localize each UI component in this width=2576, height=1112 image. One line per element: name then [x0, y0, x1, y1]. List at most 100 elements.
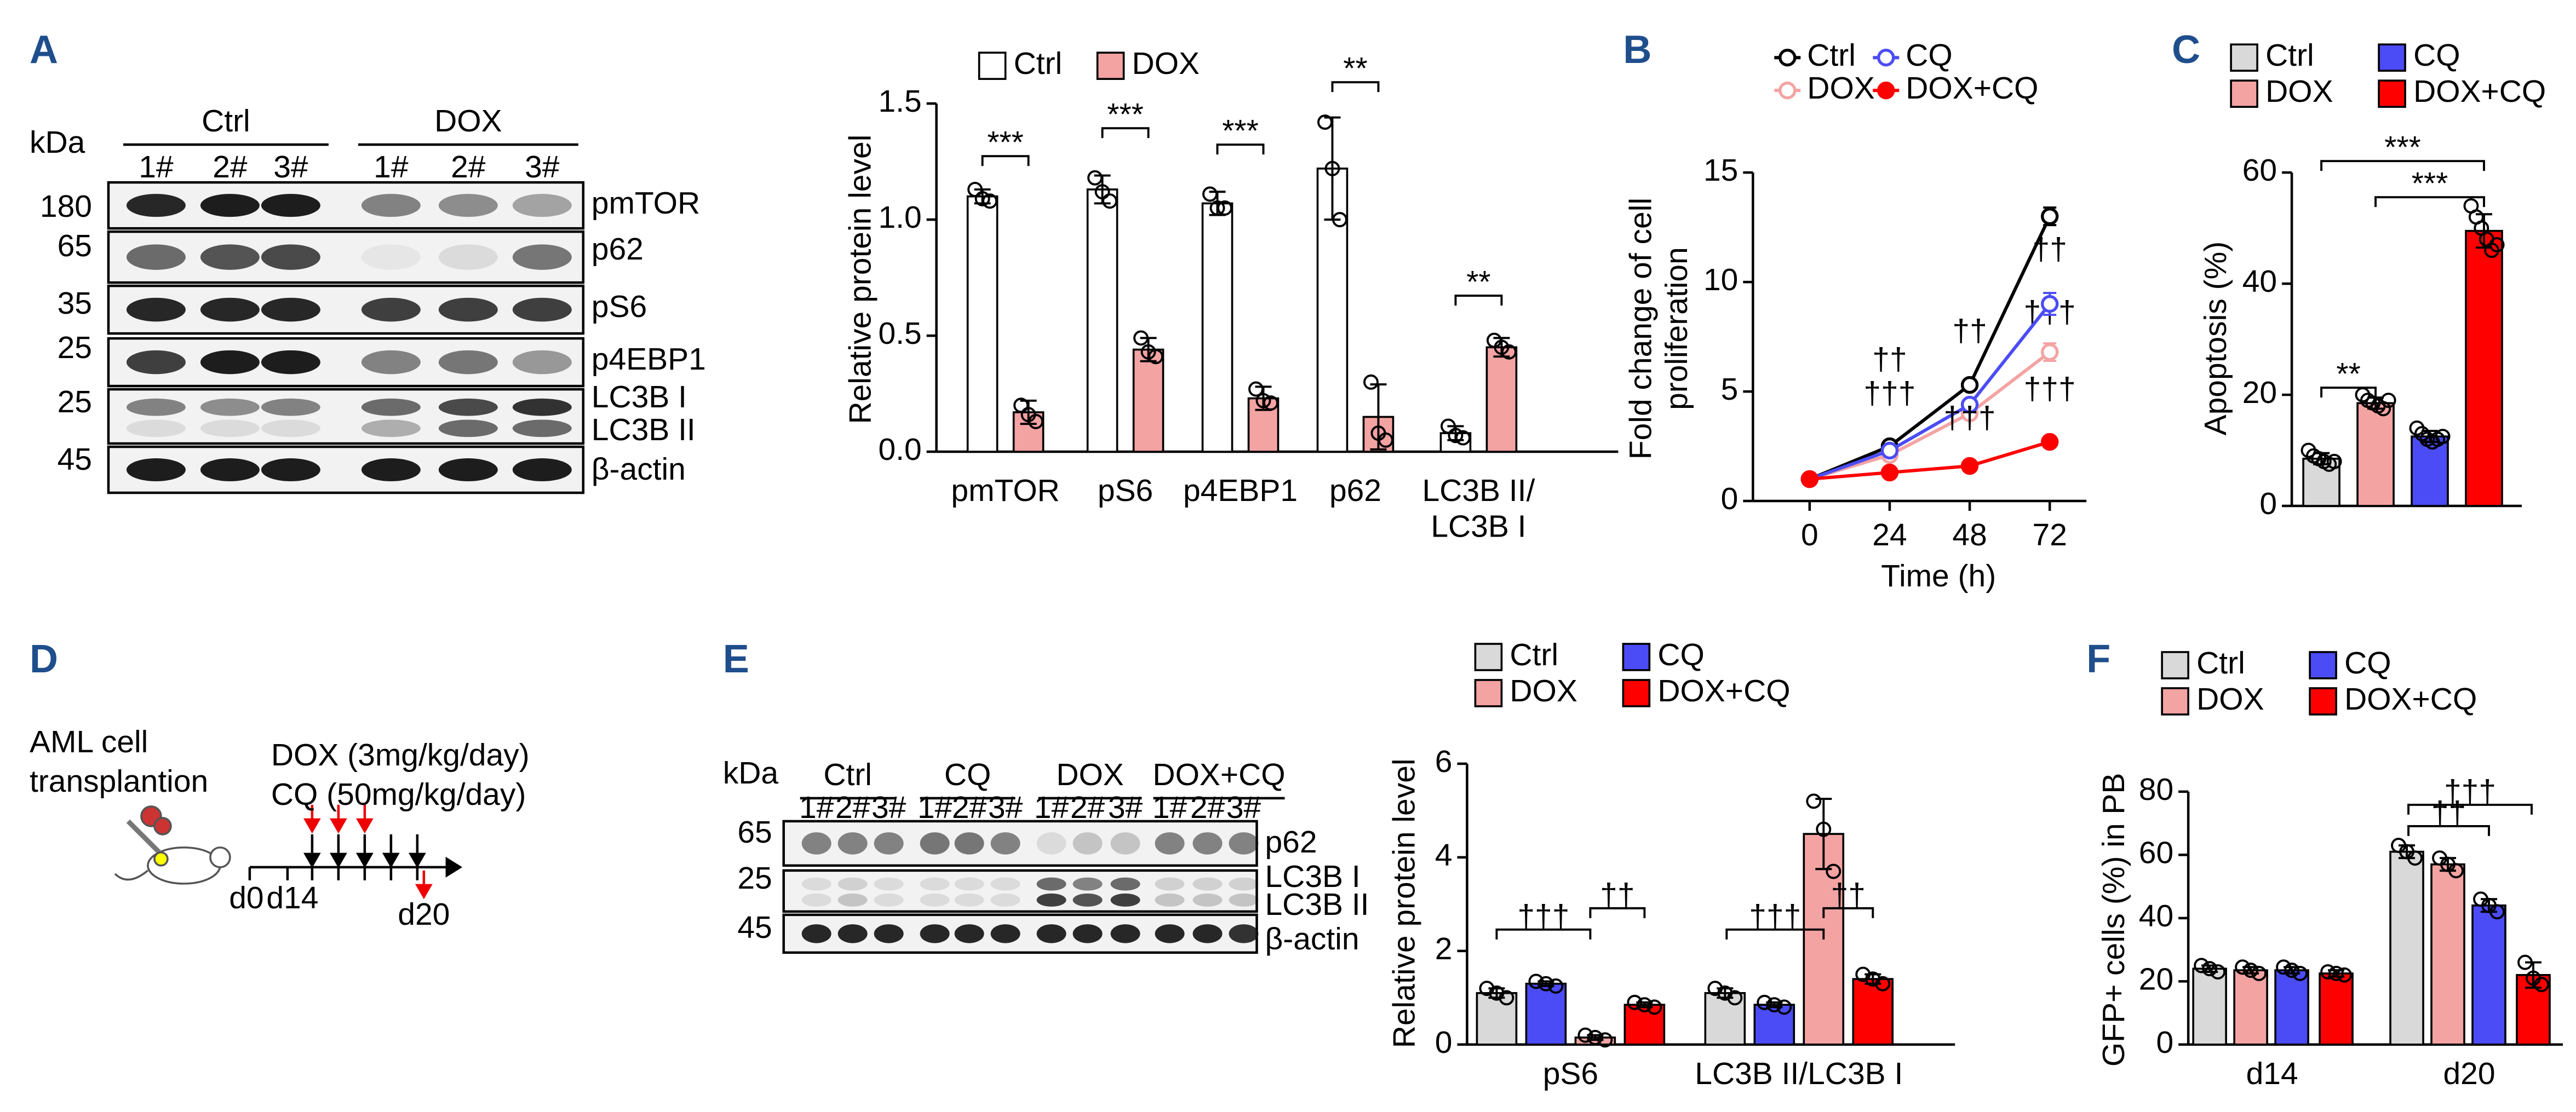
band	[1110, 877, 1140, 891]
band	[990, 832, 1020, 855]
data-point	[2489, 237, 2505, 253]
data-point	[1378, 432, 1393, 448]
band	[920, 832, 950, 855]
annotation: †††	[1944, 400, 1996, 435]
significance-bracket	[1216, 143, 1265, 155]
timeline-arrow	[445, 856, 463, 878]
data-point	[1528, 973, 1544, 989]
x-tick-label: 48	[1952, 517, 1987, 552]
legend-swatch	[1474, 679, 1503, 707]
panel-label: D	[30, 637, 58, 681]
data-point	[1548, 978, 1564, 994]
x-tick-label: 0	[1801, 517, 1818, 552]
data-point	[2284, 963, 2300, 978]
significance-bracket	[1725, 928, 1825, 940]
error-bar	[2476, 213, 2493, 249]
band	[874, 877, 904, 891]
band	[361, 194, 421, 217]
band	[1229, 832, 1259, 855]
dose-arrowheads	[303, 852, 426, 868]
series-line	[1809, 440, 2051, 481]
data-point	[1087, 170, 1103, 186]
band	[1192, 893, 1223, 907]
band	[1192, 832, 1223, 855]
panel-label: F	[2086, 637, 2110, 681]
legend-label: Ctrl	[1510, 637, 1558, 672]
x-tick-label: pS6	[1543, 1056, 1598, 1091]
protein-label: LC3B I	[592, 379, 687, 414]
band	[1155, 924, 1185, 943]
band	[126, 398, 186, 416]
band	[438, 297, 498, 322]
data-point	[2320, 964, 2336, 980]
band	[126, 350, 186, 374]
bar	[2356, 402, 2395, 507]
data-point	[1646, 999, 1662, 1015]
lane-label: 3#	[871, 790, 907, 825]
lane-label: 1#	[917, 790, 953, 825]
significance-bracket	[1101, 127, 1150, 139]
annotation: †††	[1863, 376, 1915, 411]
y-tick-label: 0	[2259, 486, 2277, 521]
band	[361, 419, 421, 437]
annotation: ††	[1952, 313, 1987, 348]
data-point	[1800, 470, 1819, 488]
blot-strip	[107, 230, 585, 284]
blot-strip	[107, 445, 585, 494]
bar	[2233, 969, 2268, 1046]
band	[512, 350, 572, 374]
band	[874, 893, 904, 907]
lane-label: 1#	[374, 149, 409, 185]
significance-label: ††	[1831, 877, 1866, 912]
bar	[2389, 850, 2424, 1046]
data-point	[1875, 976, 1891, 992]
legend-label: DOX	[2265, 74, 2333, 109]
bar	[2471, 904, 2506, 1046]
legend-swatch	[2309, 687, 2337, 716]
significance-label: ***	[2384, 130, 2421, 165]
data-point	[1202, 186, 1218, 202]
legend-swatch	[978, 51, 1007, 80]
data-point	[1363, 374, 1379, 390]
legend-swatch	[1474, 643, 1503, 671]
band	[1072, 924, 1103, 943]
group-label: Ctrl	[823, 757, 872, 792]
data-point	[2194, 958, 2210, 973]
data-point	[982, 193, 998, 209]
band	[954, 877, 984, 891]
lane-label: 2#	[213, 149, 248, 185]
data-point	[1960, 457, 1979, 475]
blot-strip	[107, 388, 585, 445]
band	[261, 419, 320, 437]
band	[200, 350, 260, 374]
data-point	[1102, 193, 1118, 209]
marker-label: 45	[58, 442, 92, 477]
data-point	[1013, 397, 1029, 413]
significance-label: ***	[1107, 97, 1144, 132]
legend-label: CQ	[2344, 646, 2391, 681]
panel-label: A	[30, 28, 58, 72]
x-axis-label: Time (h)	[1881, 558, 1996, 594]
band	[1155, 893, 1185, 907]
data-point	[2041, 295, 2059, 313]
band	[1229, 924, 1259, 943]
data-point	[1727, 990, 1743, 1006]
timeline-ticks	[248, 867, 419, 880]
y-tick-label: 0.5	[878, 316, 921, 351]
data-point	[1637, 997, 1653, 1013]
data-point	[1028, 413, 1044, 429]
band	[990, 893, 1020, 907]
data-point	[967, 182, 983, 197]
series-line	[1809, 303, 2051, 481]
protein-label: LC3B II	[1265, 887, 1369, 922]
band	[361, 244, 421, 270]
protein-label: pS6	[592, 289, 647, 324]
diagram-text: transplantion	[30, 764, 208, 799]
lane-label: 2#	[451, 149, 486, 185]
band	[361, 297, 421, 322]
error-bar	[1815, 798, 1832, 871]
data-point	[1766, 997, 1782, 1013]
significance-bracket	[1822, 907, 1874, 918]
data-point	[2243, 963, 2259, 978]
